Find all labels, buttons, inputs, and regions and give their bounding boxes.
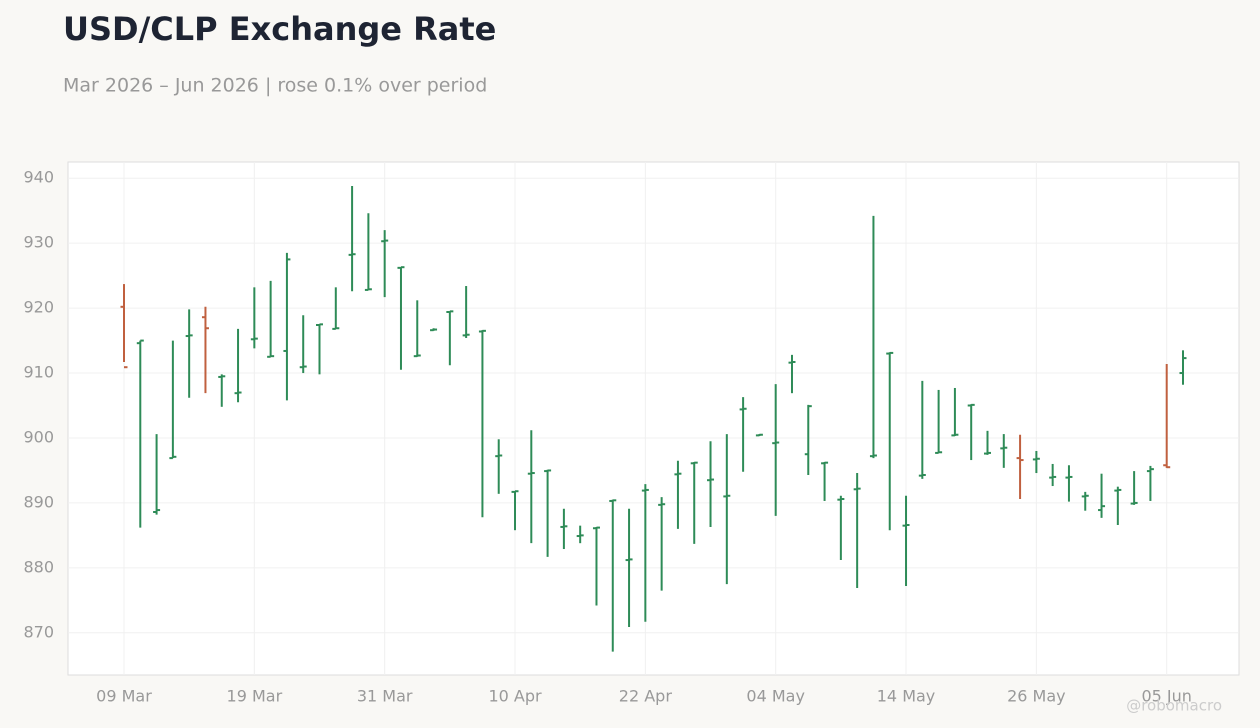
watermark: @robomacro: [1126, 697, 1222, 715]
x-tick-label: 04 May: [746, 687, 805, 706]
y-tick-label: 920: [23, 298, 54, 317]
x-tick-label: 19 Mar: [227, 687, 283, 706]
y-tick-label: 940: [23, 168, 54, 187]
x-tick-label: 09 Mar: [96, 687, 152, 706]
y-tick-label: 910: [23, 363, 54, 382]
plot-area: [67, 161, 1240, 676]
y-tick-label: 930: [23, 233, 54, 252]
chart-subtitle: Mar 2026 – Jun 2026 | rose 0.1% over per…: [63, 75, 487, 97]
x-tick-label: 14 May: [877, 687, 936, 706]
y-tick-label: 870: [23, 622, 54, 641]
x-tick-label: 31 Mar: [357, 687, 413, 706]
x-tick-label: 22 Apr: [619, 687, 673, 706]
y-tick-label: 880: [23, 557, 54, 576]
x-tick-label: 10 Apr: [488, 687, 542, 706]
x-tick-label: 26 May: [1007, 687, 1066, 706]
y-tick-label: 890: [23, 492, 54, 511]
chart-title: USD/CLP Exchange Rate: [63, 10, 496, 48]
y-tick-label: 900: [23, 427, 54, 446]
x-tick-label: 05 Jun: [1141, 687, 1191, 706]
